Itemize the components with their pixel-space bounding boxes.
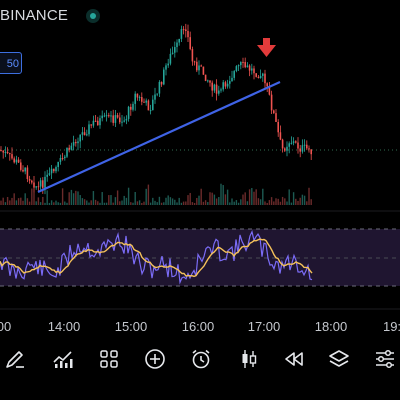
rewind-icon[interactable] — [283, 348, 305, 370]
rsi-ma-line — [0, 238, 313, 278]
time-tick: 18:00 — [314, 319, 348, 334]
rsi-line — [0, 230, 313, 285]
layers-icon[interactable] — [328, 348, 350, 370]
time-tick: 19: — [382, 319, 400, 334]
price-tag[interactable]: 50 — [0, 52, 22, 74]
time-tick: 15:00 — [114, 319, 148, 334]
time-tick: 00 — [0, 319, 12, 334]
alarm-icon[interactable] — [190, 348, 212, 370]
time-axis[interactable]: 00 14:00 15:00 16:00 17:00 18:00 19: — [0, 310, 400, 334]
candles-icon[interactable] — [238, 348, 260, 370]
chart-header: BINANCE — [0, 0, 400, 34]
volume-bars — [0, 183, 312, 205]
exchange-label: BINANCE — [0, 7, 69, 24]
candlesticks — [0, 23, 312, 195]
grid-icon[interactable] — [98, 348, 120, 370]
add-circle-icon[interactable] — [144, 348, 166, 370]
pencil-icon[interactable] — [4, 348, 26, 370]
settings-sliders-icon[interactable] — [374, 348, 396, 370]
trendline[interactable] — [37, 80, 281, 194]
market-status-dot — [86, 9, 100, 23]
time-tick: 16:00 — [181, 319, 215, 334]
indicators-icon[interactable] — [52, 348, 74, 370]
down-arrow-marker[interactable] — [257, 38, 276, 57]
time-tick: 17:00 — [247, 319, 281, 334]
time-tick: 14:00 — [47, 319, 81, 334]
bottom-toolbar — [0, 338, 400, 380]
